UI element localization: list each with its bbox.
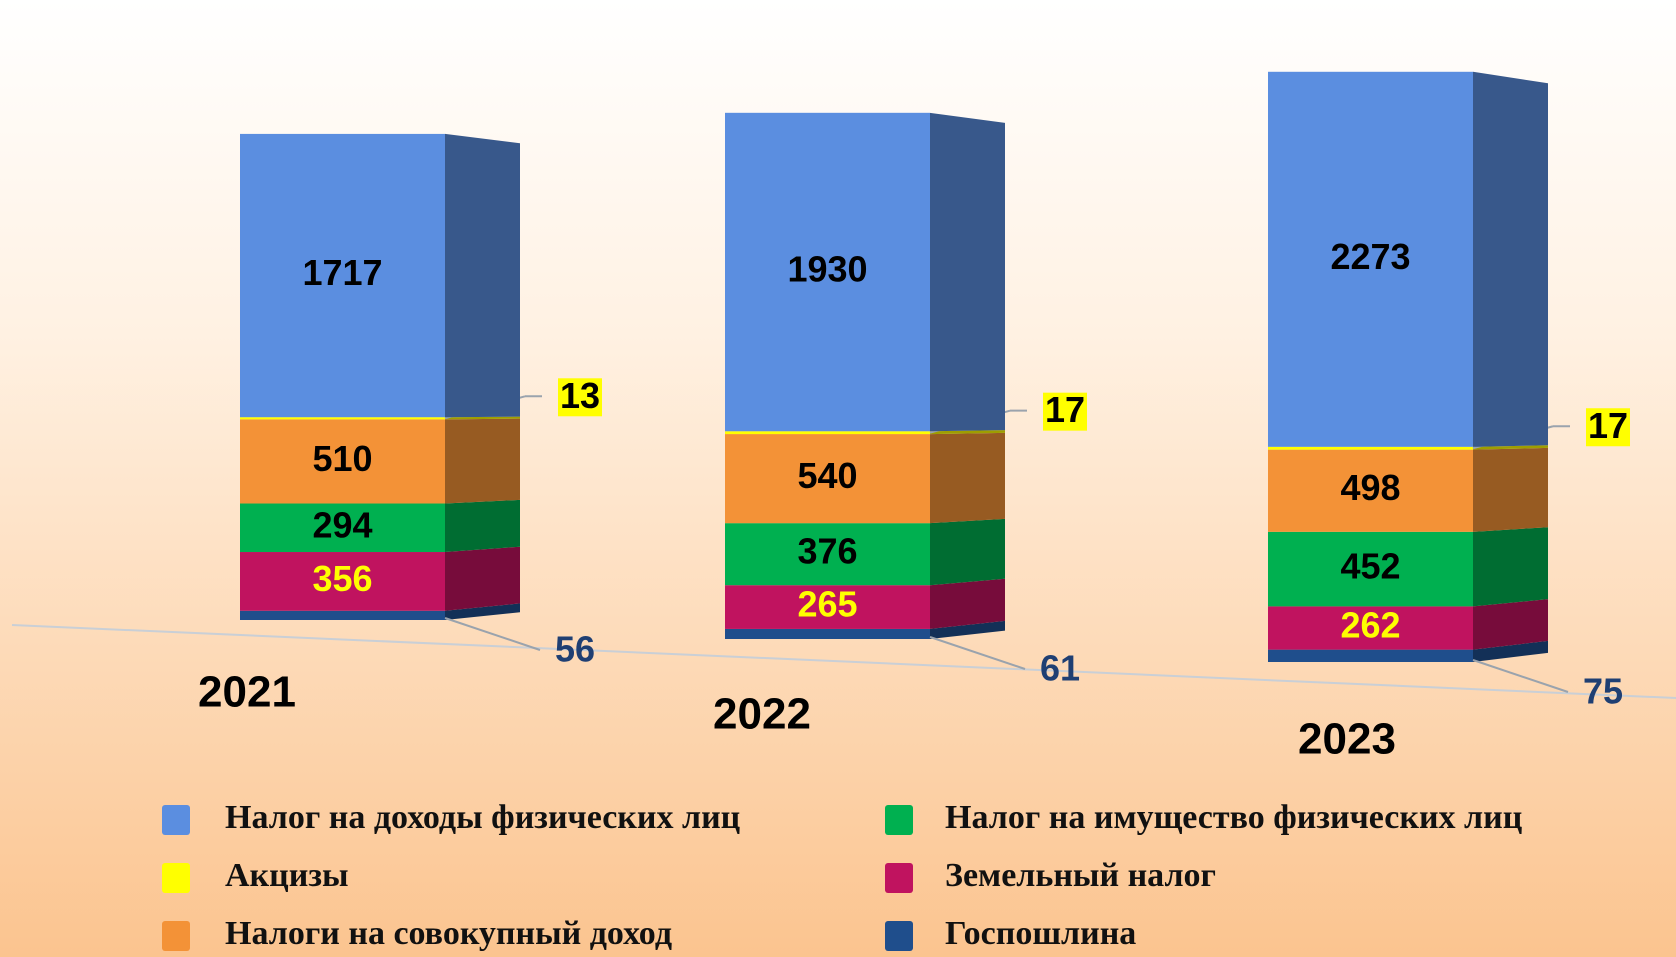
legend-swatch [162, 805, 190, 835]
bar-segment [240, 610, 445, 620]
bar-segment [1268, 71, 1473, 447]
bar-segment-side [1473, 71, 1548, 447]
bar-segment [725, 585, 930, 629]
legend-swatch [885, 863, 913, 893]
bar-segment [240, 503, 445, 553]
bar-segment [725, 112, 930, 432]
data-label: 17 [1588, 405, 1628, 446]
bar-segment-side [930, 578, 1005, 629]
data-label: 2273 [1330, 236, 1410, 277]
bar-segment-side [1473, 640, 1548, 662]
bar-segment-side [445, 546, 520, 611]
bar-segment [1268, 649, 1473, 662]
data-label: 17 [1045, 389, 1085, 430]
leader-line [444, 617, 541, 651]
legend-label: Акцизы [225, 857, 349, 894]
bar-segment-side [445, 416, 520, 420]
legend-label: Налоги на совокупный доход [225, 915, 672, 952]
bar-segment [1268, 531, 1473, 607]
bar-segment [1268, 449, 1473, 532]
data-label: 13 [560, 375, 600, 416]
bar-segment-side [930, 112, 1005, 432]
legend-label: Госпошлина [945, 915, 1136, 952]
bar-segment-side [1473, 527, 1548, 607]
bar-segment [725, 434, 930, 524]
bar-segment-side [930, 432, 1005, 524]
bar-segment [240, 552, 445, 611]
bar-segment-side [1473, 599, 1548, 650]
legend-swatch [885, 921, 913, 951]
bar-segment-side [1473, 445, 1548, 450]
data-label: 294 [312, 504, 372, 545]
bar-segment-side [930, 518, 1005, 586]
bar-segment [1268, 446, 1473, 450]
bar-segment-side [930, 620, 1005, 639]
label-box [558, 378, 602, 417]
floor-line [11, 624, 1676, 699]
bar-segment [725, 628, 930, 639]
data-label: 540 [797, 455, 857, 496]
data-label: 1930 [787, 249, 867, 290]
legend-swatch [162, 921, 190, 951]
bar-segment-side [445, 499, 520, 553]
bar-segment-side [930, 430, 1005, 435]
data-label: 356 [312, 558, 372, 599]
legend-label: Земельный налог [945, 857, 1216, 894]
data-label: 265 [797, 584, 857, 625]
legend-swatch [885, 805, 913, 835]
bar-segment-side [445, 418, 520, 504]
legend-swatch [162, 863, 190, 893]
label-box [1043, 392, 1087, 431]
bar-segment-side [1473, 447, 1548, 532]
label-box [1586, 408, 1630, 447]
leader-line [929, 636, 1026, 670]
bar-segment [725, 523, 930, 586]
data-label: 498 [1340, 467, 1400, 508]
bar-segment-side [445, 133, 520, 418]
data-label: 61 [1040, 648, 1080, 689]
data-label: 510 [312, 438, 372, 479]
bar-segment [240, 419, 445, 504]
data-label: 452 [1340, 546, 1400, 587]
data-label: 376 [797, 531, 857, 572]
bar-segment-side [445, 603, 520, 620]
category-label: 2021 [198, 668, 296, 717]
data-label: 262 [1340, 605, 1400, 646]
category-label: 2023 [1298, 715, 1396, 764]
data-label: 75 [1583, 671, 1623, 712]
legend-label: Налог на имущество физических лиц [945, 799, 1523, 836]
data-label: 1717 [302, 252, 382, 293]
bar-segment [240, 417, 445, 420]
data-label: 56 [555, 629, 595, 670]
leader-line [1472, 659, 1569, 693]
bar-segment [1268, 606, 1473, 650]
category-label: 2022 [713, 690, 811, 739]
bar-segment [725, 431, 930, 435]
bar-segment [240, 133, 445, 418]
legend-label: Налог на доходы физических лиц [225, 799, 741, 836]
